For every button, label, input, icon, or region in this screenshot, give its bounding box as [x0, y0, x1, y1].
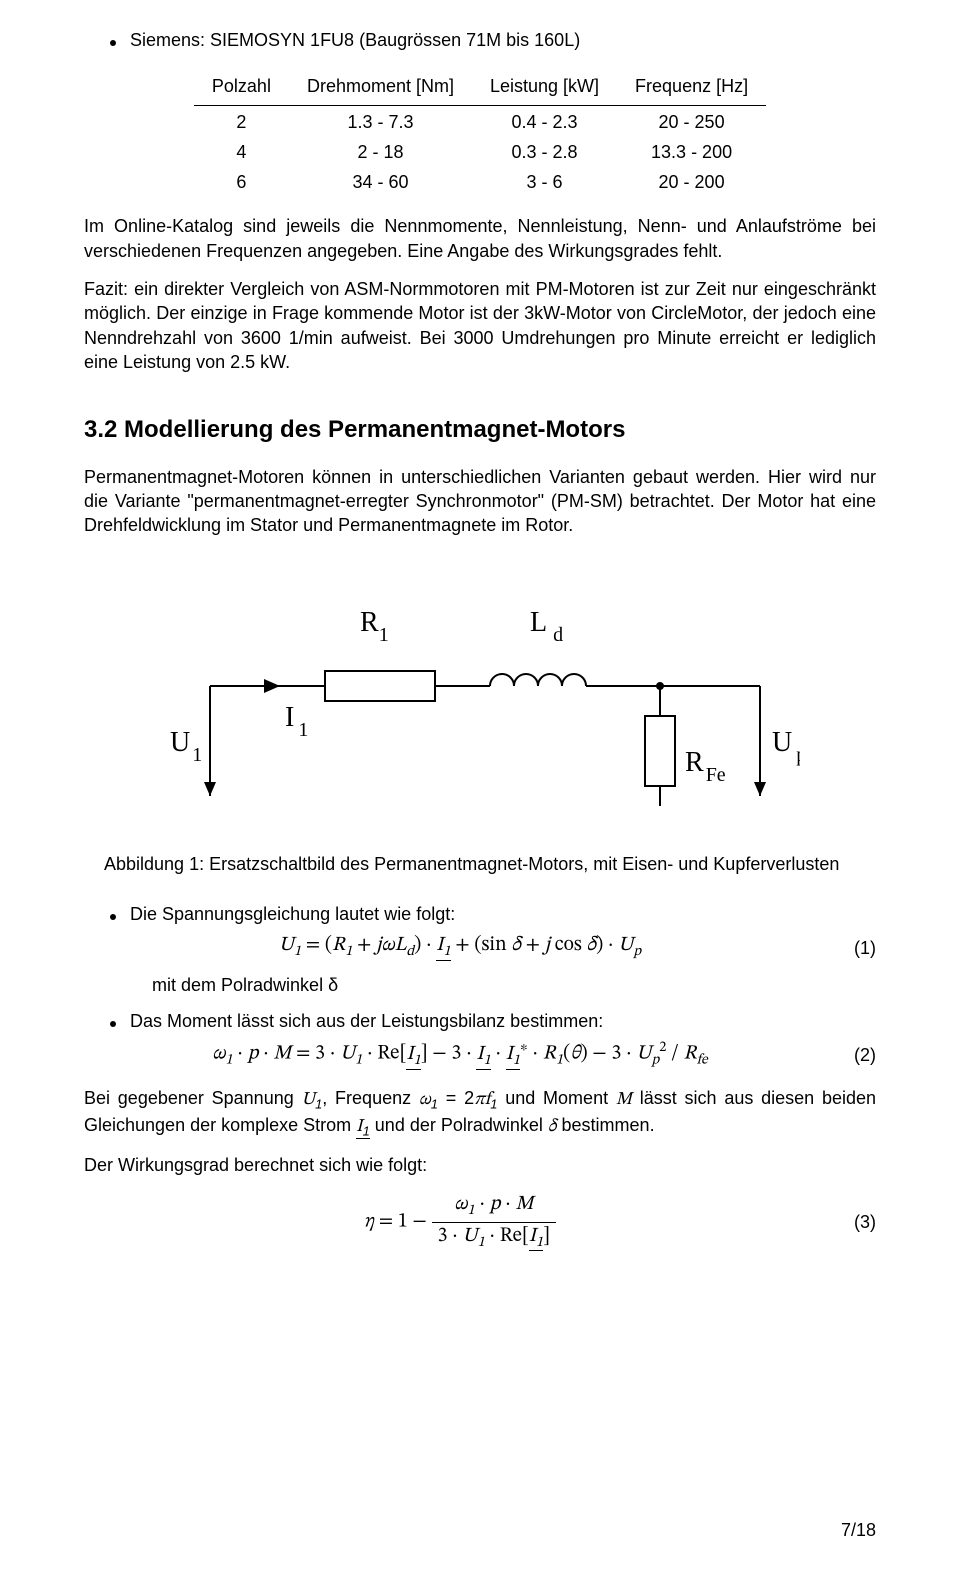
- page: Siemens: SIEMOSYN 1FU8 (Baugrössen 71M b…: [0, 0, 960, 1570]
- bullet-voltage: Die Spannungsgleichung lautet wie folgt:: [110, 902, 876, 926]
- svg-text:U1: U1: [170, 727, 202, 766]
- circuit-figure: R1 Ld I1 U1 RFe Up: [84, 566, 876, 822]
- section-heading: 3.2 Modellierung des Permanentmagnet-Mot…: [84, 414, 876, 446]
- col-drehmoment: Drehmoment [Nm]: [289, 72, 472, 105]
- bullet-product-text: Siemens: SIEMOSYN 1FU8 (Baugrössen 71M b…: [130, 28, 876, 52]
- bullet-moment: Das Moment lässt sich aus der Leistungsb…: [110, 1009, 876, 1033]
- para-model: Permanentmagnet-Motoren können in unters…: [84, 465, 876, 538]
- eq2-body: ω1 · p · M = 3 · U1 · Re[I1] − 3 · I1 · …: [84, 1039, 836, 1071]
- svg-text:RFe: RFe: [685, 747, 726, 786]
- eq3-number: (3): [836, 1210, 876, 1234]
- equation-1: U1 = (R1 + jωLd) · I1 + (sin δ + j cos δ…: [84, 932, 876, 962]
- col-polzahl: Polzahl: [194, 72, 289, 105]
- figure-caption: Abbildung 1: Ersatzschaltbild des Perman…: [84, 852, 876, 876]
- eq1-note: mit dem Polradwinkel δ: [152, 973, 876, 999]
- bullet-icon: [110, 40, 116, 46]
- eq2-number: (2): [836, 1043, 876, 1067]
- bullet-voltage-text: Die Spannungsgleichung lautet wie folgt:: [130, 902, 876, 926]
- eq3-body: η = 1 − ω1 · p · M 3 · U1 · Re[I1]: [84, 1191, 836, 1253]
- bullet-icon: [110, 1021, 116, 1027]
- svg-text:I1: I1: [285, 702, 308, 741]
- para-fazit: Fazit: ein direkter Vergleich von ASM-No…: [84, 277, 876, 374]
- table-row: 2 1.3 - 7.3 0.4 - 2.3 20 - 250: [194, 105, 766, 136]
- para-catalog: Im Online-Katalog sind jeweils die Nennm…: [84, 214, 876, 263]
- equation-2: ω1 · p · M = 3 · U1 · Re[I1] − 3 · I1 · …: [84, 1039, 876, 1071]
- svg-text:Ld: Ld: [530, 607, 563, 646]
- bullet-product: Siemens: SIEMOSYN 1FU8 (Baugrössen 71M b…: [110, 28, 876, 52]
- col-frequenz: Frequenz [Hz]: [617, 72, 766, 105]
- table-row: 4 2 - 18 0.3 - 2.8 13.3 - 200: [194, 136, 766, 166]
- circuit-svg: R1 Ld I1 U1 RFe Up: [160, 566, 800, 816]
- bullet-icon: [110, 914, 116, 920]
- svg-text:Up: Up: [772, 727, 800, 766]
- para-given: Bei gegebener Spannung U1, Frequenz ω1 =…: [84, 1086, 876, 1140]
- motor-table: Polzahl Drehmoment [Nm] Leistung [kW] Fr…: [194, 72, 766, 196]
- page-number: 7/18: [841, 1518, 876, 1542]
- bullet-moment-text: Das Moment lässt sich aus der Leistungsb…: [130, 1009, 876, 1033]
- eq1-number: (1): [836, 936, 876, 960]
- col-leistung: Leistung [kW]: [472, 72, 617, 105]
- eq1-body: U1 = (R1 + jωLd) · I1 + (sin δ + j cos δ…: [84, 932, 836, 962]
- para-eff: Der Wirkungsgrad berechnet sich wie folg…: [84, 1153, 876, 1177]
- svg-text:R1: R1: [360, 607, 389, 646]
- table-row: 6 34 - 60 3 - 6 20 - 200: [194, 166, 766, 196]
- equation-3: η = 1 − ω1 · p · M 3 · U1 · Re[I1] (3): [84, 1191, 876, 1253]
